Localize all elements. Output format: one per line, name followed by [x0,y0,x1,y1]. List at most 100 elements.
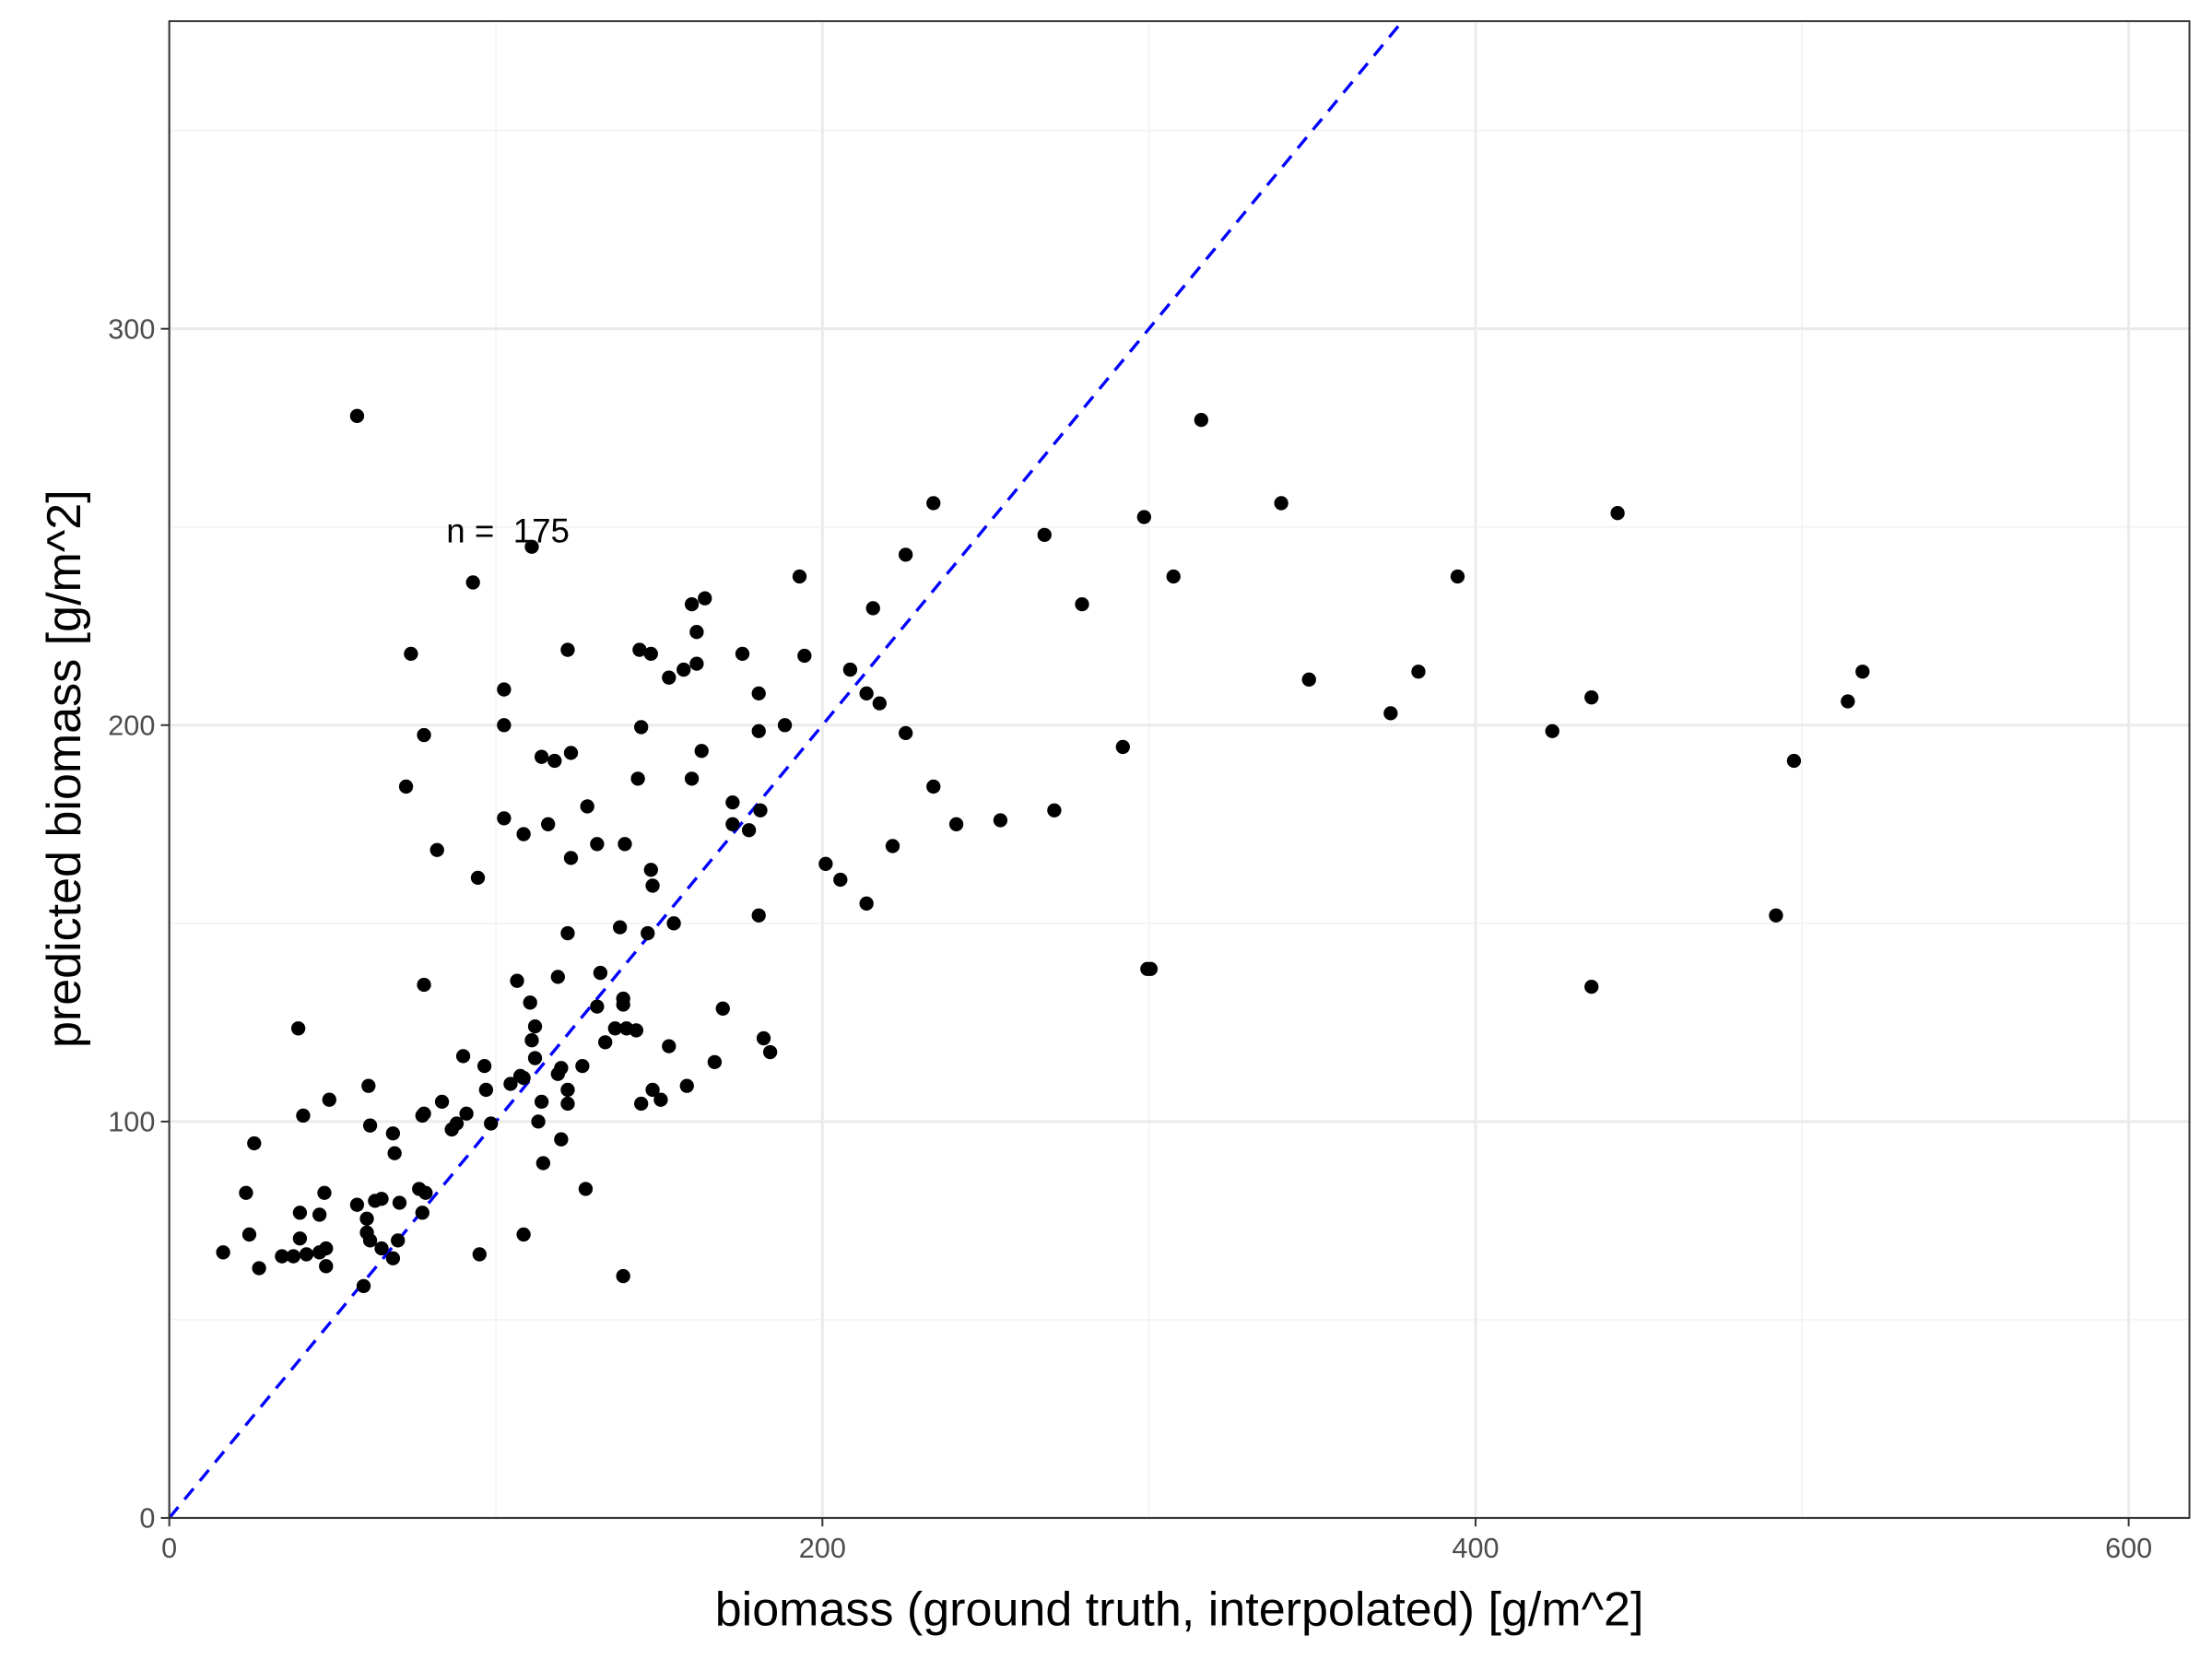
point [563,851,579,865]
point [374,1241,389,1256]
point [1769,908,1783,923]
point [662,1039,677,1053]
point [241,1227,257,1242]
point [478,1082,494,1098]
point [361,1078,376,1093]
point [792,569,807,584]
x-tick-label: 400 [1452,1533,1499,1564]
point [550,970,565,984]
x-tick-label: 600 [2105,1533,2152,1564]
point [560,1082,575,1098]
point [362,1118,378,1133]
identity-line [168,19,1404,1520]
point [497,682,512,697]
point [216,1245,230,1260]
point [387,1146,402,1160]
point [497,811,512,826]
point [756,1030,771,1046]
point [510,973,524,988]
point [725,794,740,810]
point [1115,739,1130,755]
point [643,863,658,877]
x-tick-label: 200 [799,1533,846,1564]
point [679,1078,694,1093]
point [554,1132,569,1147]
point [1411,665,1426,679]
point [590,999,605,1014]
point [547,753,562,769]
point [319,1259,334,1274]
point [1841,694,1855,709]
point [535,1156,551,1171]
point [707,1054,723,1070]
point [484,1116,499,1131]
point [477,1058,492,1074]
point [684,596,700,612]
point [698,591,712,606]
point [618,837,632,852]
point [286,1249,300,1264]
point [751,686,766,701]
point [312,1207,327,1222]
point [885,839,900,853]
point [725,817,740,831]
point [607,1021,622,1036]
point [356,1278,371,1293]
point [497,718,512,733]
point [404,646,418,662]
point [239,1185,253,1200]
point [292,1206,308,1220]
point [563,746,579,760]
point [818,856,833,871]
ticks: 0 200 400 600 0 100 200 300 [108,313,2152,1563]
point [1855,665,1870,679]
point [645,1082,660,1098]
point [292,1231,308,1246]
point [751,908,766,923]
point [560,925,575,941]
point [575,1058,590,1074]
point [444,1122,459,1137]
point [523,995,537,1010]
point [872,696,887,711]
point [993,813,1008,828]
point [434,1094,450,1110]
point [374,1192,389,1206]
point [415,1108,429,1124]
point [1584,690,1599,705]
point [590,837,605,852]
point [859,896,874,911]
point [534,1094,549,1110]
point [777,718,793,733]
point [560,1096,575,1112]
marks: n = 175 [168,19,1870,1520]
point [677,662,691,677]
point [629,1023,644,1038]
point [666,916,681,931]
point [632,642,647,657]
point [630,771,645,786]
point [527,1018,543,1034]
x-tick-label: 0 [161,1533,177,1564]
point [317,1185,332,1200]
point [689,656,704,671]
point [1786,753,1802,769]
point [833,872,848,888]
point [735,646,750,662]
point [385,1126,401,1141]
point [296,1108,311,1124]
point [593,965,608,981]
point [580,799,594,814]
point [616,1268,630,1284]
point [741,823,757,838]
point [842,662,858,677]
point [1194,412,1208,428]
point [527,1051,543,1065]
point [926,496,941,511]
point [392,1195,407,1210]
y-axis-title: predicted biomass [g/m^2] [38,489,91,1048]
point [797,648,812,664]
point [1143,961,1159,976]
point [715,1001,730,1016]
